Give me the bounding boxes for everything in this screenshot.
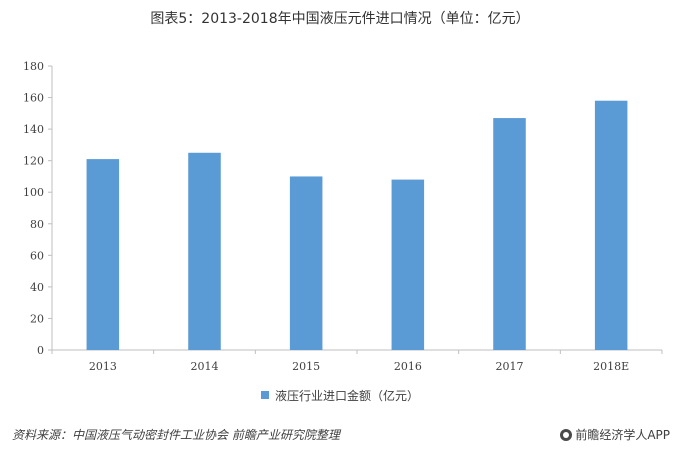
legend-label: 液压行业进口金额（亿元） bbox=[274, 388, 419, 403]
bar-2016 bbox=[391, 179, 425, 350]
bar-2013 bbox=[86, 159, 120, 350]
x-tick-label: 2013 bbox=[89, 360, 117, 373]
x-tick-label: 2015 bbox=[292, 360, 320, 373]
y-tick-label: 40 bbox=[30, 281, 44, 294]
x-tick-label: 2016 bbox=[394, 360, 422, 373]
y-tick-label: 120 bbox=[23, 155, 44, 168]
y-tick-label: 20 bbox=[30, 312, 44, 325]
brand-logo-icon bbox=[560, 428, 573, 441]
source-note: 资料来源：中国液压气动密封件工业协会 前瞻产业研究院整理 bbox=[12, 428, 340, 442]
x-tick-label: 2014 bbox=[191, 360, 219, 373]
bar-2015 bbox=[289, 176, 323, 350]
x-axis: 2013 2014 2015 2016 2017 2018E bbox=[51, 349, 663, 373]
legend: 液压行业进口金额（亿元） bbox=[0, 384, 680, 406]
bar-2018E bbox=[594, 100, 628, 350]
legend-swatch bbox=[260, 391, 269, 399]
x-tick-label: 2017 bbox=[496, 360, 524, 373]
y-tick-label: 80 bbox=[30, 218, 44, 231]
brand-text: 前瞻经济学人APP bbox=[575, 428, 670, 442]
bar-series bbox=[86, 100, 628, 350]
y-axis: 0 20 40 60 80 100 120 140 160 180 bbox=[23, 60, 53, 357]
bar-2014 bbox=[188, 152, 221, 350]
y-tick-label: 140 bbox=[23, 123, 44, 136]
chart-title: 图表5：2013-2018年中国液压元件进口情况（单位：亿元） bbox=[150, 11, 530, 27]
y-tick-label: 0 bbox=[37, 344, 44, 357]
x-tick-label: 2018E bbox=[593, 360, 629, 373]
bar-2017 bbox=[493, 118, 526, 350]
y-tick-label: 60 bbox=[30, 249, 44, 262]
y-tick-label: 160 bbox=[23, 92, 44, 105]
y-tick-label: 180 bbox=[23, 60, 44, 73]
brand-label[interactable]: 前瞻经济学人APP bbox=[560, 426, 670, 443]
y-tick-label: 100 bbox=[23, 186, 44, 199]
